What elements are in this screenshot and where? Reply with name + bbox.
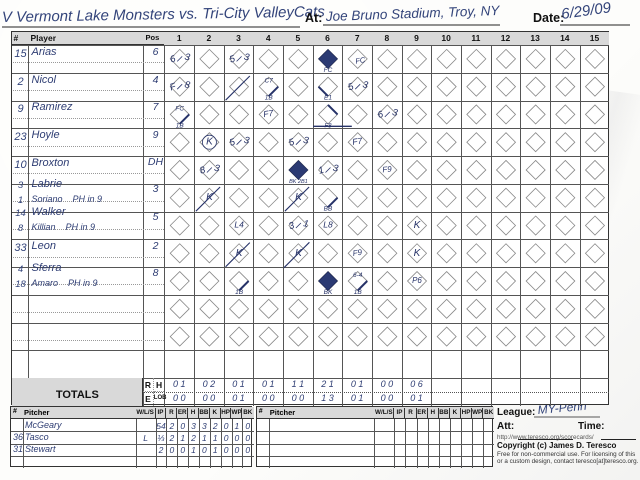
- svg-text:FC: FC: [175, 105, 184, 112]
- svg-text:K: K: [295, 248, 303, 259]
- svg-text:K: K: [413, 248, 421, 259]
- svg-text:V Vermont Lake Monsters vs. Tr: V Vermont Lake Monsters vs. Tri-City Val…: [2, 3, 326, 26]
- svg-text:3: 3: [287, 220, 296, 232]
- svg-text:5: 5: [346, 81, 355, 93]
- svg-text:F9: F9: [352, 248, 363, 258]
- svg-text:5: 5: [287, 137, 296, 149]
- svg-text:3: 3: [331, 163, 339, 175]
- svg-text:Joe Bruno Stadium, Troy, NY: Joe Bruno Stadium, Troy, NY: [325, 3, 501, 24]
- svg-text:C7: C7: [264, 78, 273, 85]
- svg-text:K: K: [413, 220, 421, 231]
- svg-text:L4: L4: [234, 220, 244, 230]
- svg-text:F7: F7: [351, 136, 362, 147]
- svg-text:3: 3: [302, 135, 310, 147]
- svg-text:6-4: 6-4: [352, 272, 362, 279]
- svg-text:6: 6: [376, 109, 385, 121]
- svg-text:6: 6: [168, 53, 177, 65]
- svg-text:6/29/09: 6/29/09: [560, 0, 613, 23]
- svg-text:Date:: Date:: [533, 11, 564, 25]
- svg-text:3: 3: [183, 52, 191, 64]
- svg-text:8: 8: [198, 164, 207, 176]
- svg-text:K: K: [295, 192, 303, 203]
- svg-text:1: 1: [302, 218, 309, 230]
- svg-text:P6: P6: [412, 276, 422, 285]
- svg-text:3: 3: [213, 163, 221, 175]
- svg-text:F7: F7: [262, 108, 273, 119]
- svg-text:K: K: [206, 192, 214, 203]
- svg-text:L8: L8: [323, 220, 333, 230]
- svg-text:3: 3: [391, 107, 399, 119]
- svg-text:1: 1: [317, 165, 325, 177]
- svg-text:FC: FC: [354, 55, 366, 66]
- svg-text:3: 3: [242, 135, 250, 147]
- svg-text:8: 8: [183, 79, 191, 91]
- svg-text:At:: At:: [305, 11, 322, 25]
- svg-text:3: 3: [361, 79, 369, 91]
- svg-text:3: 3: [242, 52, 250, 64]
- svg-text:F: F: [168, 81, 178, 94]
- svg-text:K: K: [206, 137, 214, 148]
- svg-text:K: K: [235, 248, 243, 259]
- svg-text:5: 5: [228, 53, 237, 65]
- svg-text:5: 5: [228, 137, 237, 149]
- svg-text:F9: F9: [381, 164, 392, 174]
